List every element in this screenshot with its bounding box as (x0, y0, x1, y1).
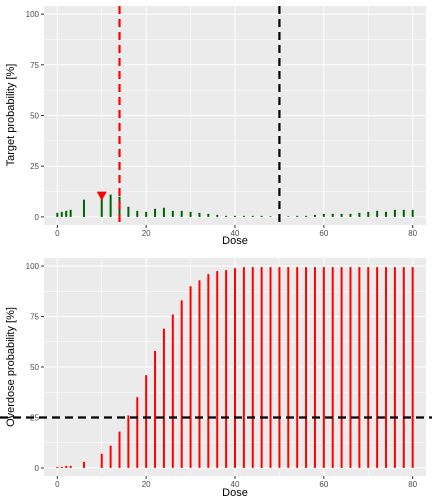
x-tick-label: 20 (142, 229, 151, 238)
tick-labels: 0 20 40 60 80 0 25 50 75 100 (26, 10, 418, 238)
y-axis-title: Overdose probability [%] (5, 307, 17, 427)
overdose-probability-panel: 0 20 40 60 80 0 25 50 75 100 Dose Overdose probab… (0, 258, 432, 499)
bars (56, 194, 414, 217)
y-tick-label: 100 (26, 262, 40, 271)
x-tick-label: 60 (319, 480, 328, 489)
down-triangle-marker (96, 191, 107, 201)
y-tick-label: 0 (35, 213, 40, 222)
x-tick-label: 80 (408, 229, 417, 238)
y-axis-title: Target probability [%] (5, 64, 17, 167)
x-axis-title: Dose (222, 487, 248, 499)
target-probability-panel: 0 20 40 60 80 0 25 50 75 100 Dose Target probabil… (5, 6, 426, 247)
y-tick-label: 75 (30, 61, 39, 70)
x-tick-label: 40 (231, 229, 240, 238)
x-axis-title: Dose (222, 235, 248, 247)
bars (56, 267, 414, 468)
y-tick-label: 75 (30, 313, 39, 322)
x-tick-label: 60 (319, 229, 328, 238)
marker (96, 191, 107, 201)
y-tick-label: 25 (30, 162, 39, 171)
y-tick-label: 0 (35, 464, 40, 473)
x-tick-label: 0 (55, 480, 60, 489)
y-tick-label: 100 (26, 10, 40, 19)
x-tick-label: 40 (231, 480, 240, 489)
y-tick-label: 50 (30, 363, 39, 372)
x-tick-label: 80 (408, 480, 417, 489)
x-tick-label: 20 (142, 480, 151, 489)
x-tick-label: 0 (55, 229, 60, 238)
y-tick-label: 50 (30, 112, 39, 121)
y-tick-label: 25 (30, 413, 39, 422)
reference-lines (118, 6, 281, 225)
